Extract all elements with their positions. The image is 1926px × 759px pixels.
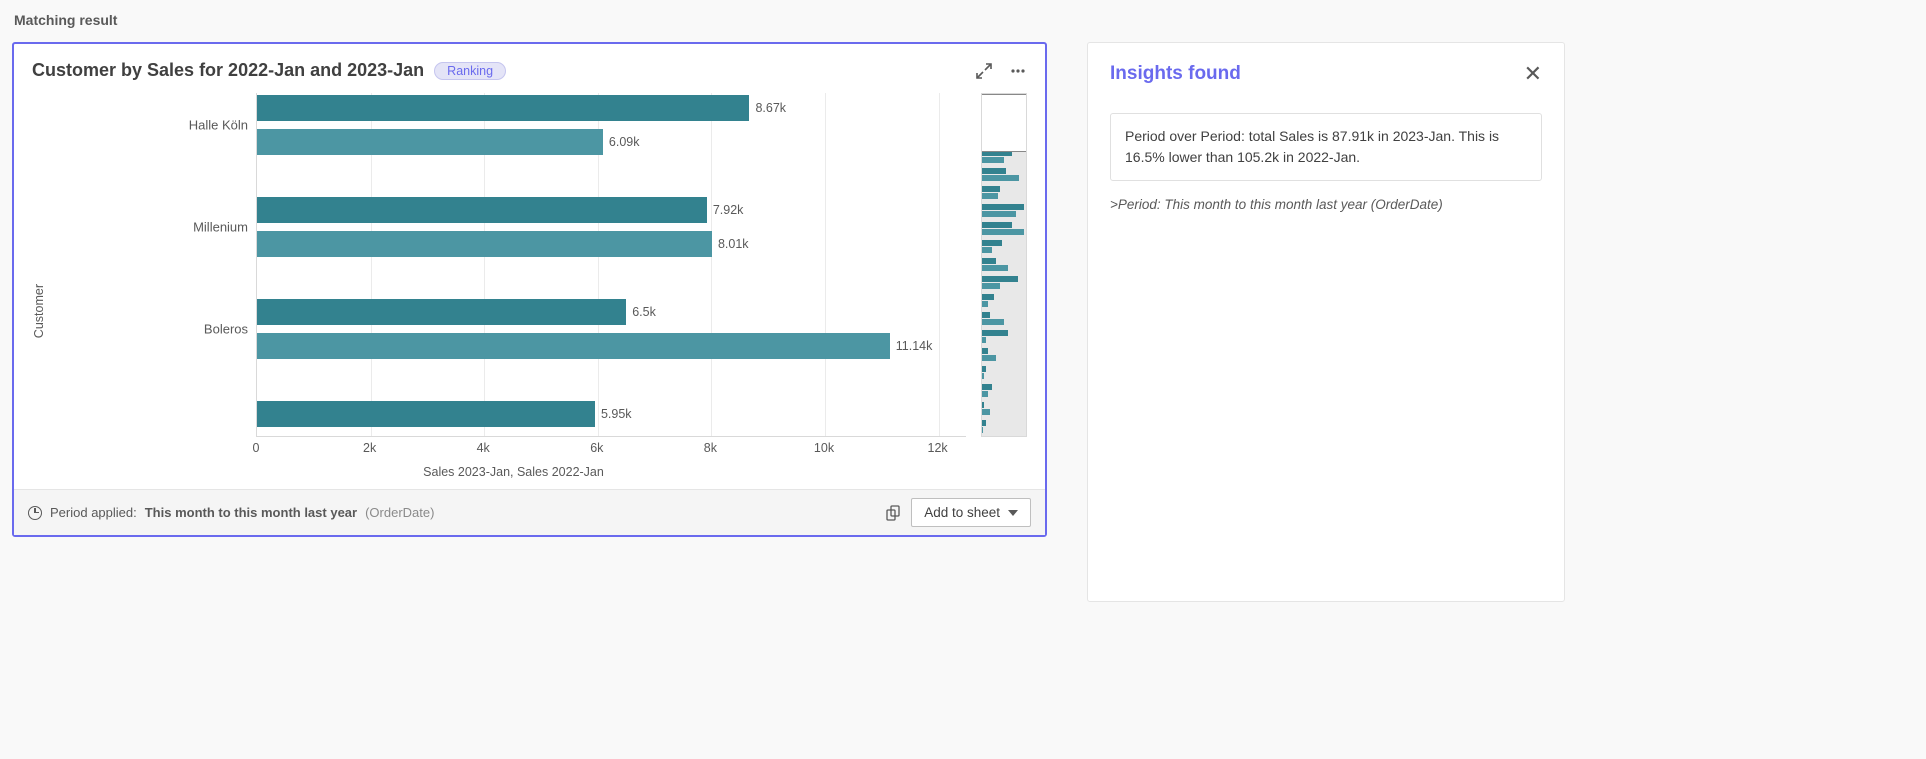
minimap-bar <box>982 319 1004 325</box>
bar[interactable] <box>257 299 626 325</box>
minimap-bar <box>982 175 1019 181</box>
card-footer: Period applied: This month to this month… <box>14 489 1045 535</box>
minimap-bar <box>982 301 988 307</box>
period-value: This month to this month last year <box>145 505 357 520</box>
bar-value-label: 8.01k <box>718 237 749 251</box>
category-label: Boleros <box>204 322 248 337</box>
minimap-bar <box>982 294 994 300</box>
add-to-sheet-button[interactable]: Add to sheet <box>911 498 1031 527</box>
x-tick: 4k <box>477 441 490 455</box>
minimap-bar <box>982 420 986 426</box>
bar[interactable] <box>257 231 712 257</box>
ranking-badge: Ranking <box>434 62 506 80</box>
minimap-bar <box>982 384 992 390</box>
insights-title: Insights found <box>1110 63 1241 85</box>
section-title: Matching result <box>14 12 1914 28</box>
minimap-bar <box>982 193 998 199</box>
minimap-bar <box>982 366 986 372</box>
minimap-bar <box>982 337 986 343</box>
minimap-bar <box>982 391 988 397</box>
chart-card: Customer by Sales for 2022-Jan and 2023-… <box>12 42 1047 537</box>
chevron-down-icon <box>1008 510 1018 516</box>
bar-value-label: 7.92k <box>713 203 744 217</box>
minimap-bar <box>982 348 988 354</box>
bar-value-label: 6.09k <box>609 135 640 149</box>
bar-value-label: 8.67k <box>755 101 786 115</box>
bar[interactable] <box>257 129 603 155</box>
insights-panel: Insights found ✕ Period over Period: tot… <box>1087 42 1565 602</box>
minimap-bar <box>982 247 992 253</box>
gridline <box>711 93 712 436</box>
x-axis: 0 2k 4k 6k 8k 10k 12k <box>256 437 966 461</box>
close-icon[interactable]: ✕ <box>1524 63 1542 85</box>
x-tick: 10k <box>814 441 834 455</box>
minimap-bar <box>982 276 1018 282</box>
add-to-sheet-label: Add to sheet <box>924 505 1000 520</box>
minimap-bar <box>982 240 1002 246</box>
bar-value-label: 5.95k <box>601 407 632 421</box>
minimap-bar <box>982 258 996 264</box>
minimap-bar <box>982 222 1012 228</box>
minimap-bar <box>982 427 983 433</box>
period-suffix: (OrderDate) <box>365 505 434 520</box>
share-icon[interactable] <box>885 504 903 522</box>
minimap-bar <box>982 229 1024 235</box>
bar[interactable] <box>257 333 890 359</box>
minimap-bar <box>982 168 1006 174</box>
x-tick: 0 <box>253 441 260 455</box>
minimap-viewport[interactable] <box>981 94 1027 152</box>
insight-card: Period over Period: total Sales is 87.91… <box>1110 113 1542 181</box>
card-header: Customer by Sales for 2022-Jan and 2023-… <box>14 44 1045 85</box>
more-icon[interactable] <box>1009 62 1027 80</box>
period-prefix: Period applied: <box>50 505 137 520</box>
bar[interactable] <box>257 401 595 427</box>
gridline <box>939 93 940 436</box>
clock-icon <box>28 506 42 520</box>
y-axis-label: Customer <box>32 244 46 338</box>
minimap-bar <box>982 186 1000 192</box>
minimap-bar <box>982 355 996 361</box>
bar-value-label: 11.14k <box>896 339 933 353</box>
minimap-bar <box>982 211 1016 217</box>
minimap-bar <box>982 330 1008 336</box>
minimap-bar <box>982 283 1000 289</box>
minimap-bar <box>982 265 1008 271</box>
chart-minimap[interactable] <box>981 93 1027 437</box>
minimap-bar <box>982 157 1004 163</box>
x-tick: 2k <box>363 441 376 455</box>
x-axis-label: Sales 2023-Jan, Sales 2022-Jan <box>56 465 971 479</box>
minimap-bar <box>982 402 984 408</box>
category-label: Halle Köln <box>189 118 248 133</box>
minimap-bar <box>982 373 984 379</box>
x-tick: 12k <box>928 441 948 455</box>
bar-value-label: 6.5k <box>632 305 656 319</box>
insight-note: >Period: This month to this month last y… <box>1110 197 1542 212</box>
minimap-bar <box>982 409 990 415</box>
minimap-bar <box>982 312 990 318</box>
x-tick: 8k <box>704 441 717 455</box>
expand-icon[interactable] <box>975 62 993 80</box>
x-tick: 6k <box>590 441 603 455</box>
bar[interactable] <box>257 95 749 121</box>
minimap-bar <box>982 204 1024 210</box>
chart-title: Customer by Sales for 2022-Jan and 2023-… <box>32 60 424 81</box>
bar[interactable] <box>257 197 707 223</box>
category-label: Millenium <box>193 220 248 235</box>
chart-plot[interactable]: Halle Köln Millenium Boleros 8.67k 6.09k 7.9… <box>56 93 971 437</box>
gridline <box>825 93 826 436</box>
